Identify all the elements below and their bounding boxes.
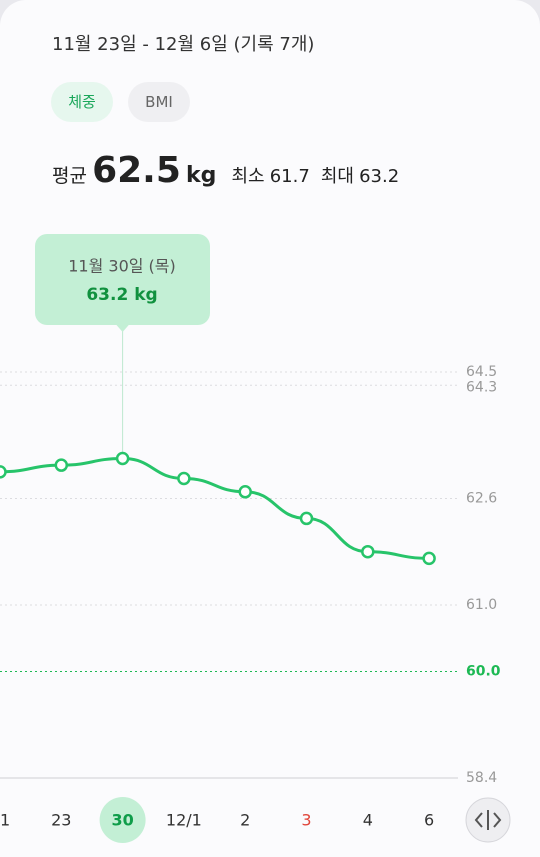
min-value: 61.7 [269,166,310,187]
summary: 평균 62.5 kg 최소 61.7 최대 63.2 [52,150,399,191]
y-tick-label: 61.0 [466,597,497,613]
max-label: 최대 [320,166,354,187]
tooltip-box [35,234,210,325]
data-point [299,511,314,526]
unit: kg [185,163,217,188]
data-point [115,451,130,466]
date-range: 11월 23일 - 12월 6일 (기록 7개) [52,34,315,55]
x-tick-label: 3 [301,811,311,830]
y-tick-label: 58.4 [466,770,497,786]
tab-weight[interactable]: 체중 [51,82,113,122]
avg-label: 평균 [52,165,87,187]
data-point [54,458,69,472]
y-tick-label: 60.0 [466,664,501,680]
expand-icon [474,810,502,830]
selected-day [99,797,146,843]
x-tick-label: 23 [51,811,71,830]
min-label: 최소 [231,166,265,187]
tooltip-title: 11월 30일 (목) [68,257,176,276]
tab-bmi[interactable]: BMI [128,82,190,122]
y-tick-label: 64.5 [466,364,497,380]
x-tick-label: 4 [363,811,373,830]
data-point [361,544,375,559]
x-tick-label: 6 [424,811,434,830]
data-point [238,485,252,499]
weight-line [0,457,430,560]
x-tick-label: 21 [0,811,10,830]
y-tick-label: 62.6 [466,490,497,506]
x-tick-label: 2 [240,811,250,830]
avg-value: 62.5 [92,150,181,191]
x-tick-label: 30 [111,811,133,830]
data-point [422,551,436,566]
data-point [0,465,7,479]
y-tick-label: 64.3 [466,379,497,395]
tooltip-value: 63.2 kg [86,285,157,305]
tooltip-pointer [115,324,130,332]
max-value: 63.2 [359,166,400,187]
x-tick-label: 12/1 [166,811,202,830]
data-point [177,471,191,486]
